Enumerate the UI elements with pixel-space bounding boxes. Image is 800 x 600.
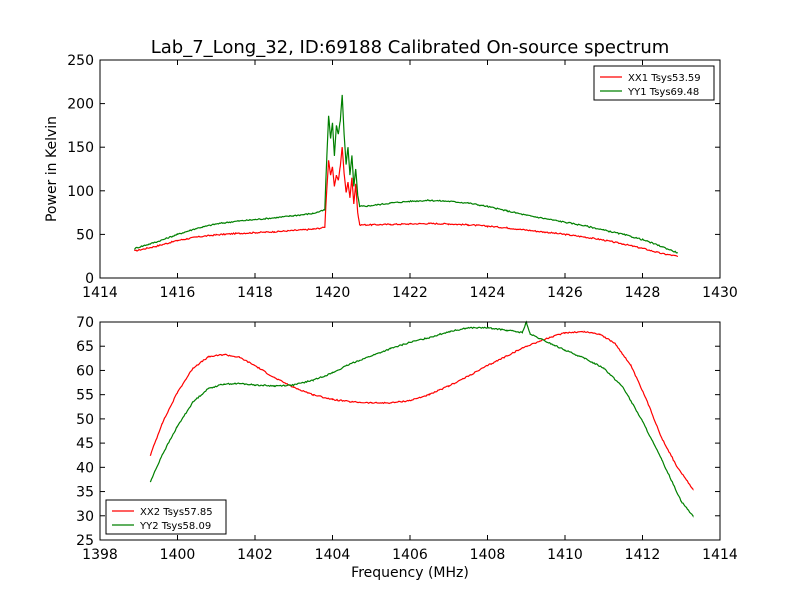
x-tick-label: 1402 [237, 547, 273, 563]
legend-label: YY2 Tsys58.09 [139, 521, 211, 532]
x-tick-label: 1430 [702, 285, 738, 301]
series-line-0-1 [134, 94, 679, 254]
x-tick-label: 1412 [625, 547, 661, 563]
series-line-1-1 [149, 320, 694, 518]
x-tick-label: 1416 [160, 285, 196, 301]
series-line-1-0 [149, 330, 694, 491]
series-line-0-0 [134, 147, 679, 258]
x-tick-label: 1414 [82, 285, 118, 301]
x-tick-label: 1400 [160, 547, 196, 563]
legend-label: YY1 Tsys69.48 [627, 87, 699, 98]
x-tick-label: 1414 [702, 547, 738, 563]
y-tick-label: 250 [67, 53, 94, 69]
y-tick-label: 30 [76, 509, 94, 525]
x-tick-label: 1424 [470, 285, 506, 301]
top-axes: 1414 1416 1418 1420 1422 1424 1426 1428 1430 0 50 1… [44, 53, 738, 301]
y-tick-label: 60 [76, 363, 94, 379]
y-tick-label: 0 [85, 271, 94, 287]
x-tick-label: 1410 [547, 547, 583, 563]
y-tick-label: 100 [67, 184, 94, 200]
x-tick-label: 1420 [315, 285, 351, 301]
x-axis-label: Frequency (MHz) [351, 565, 469, 581]
y-tick-label: 25 [76, 533, 94, 549]
y-tick-label: 40 [76, 460, 94, 476]
legend-box [105, 499, 227, 535]
y-tick-label: 35 [76, 485, 94, 501]
chart-title: Lab_7_Long_32, ID:69188 Calibrated On-so… [151, 37, 670, 58]
x-tick-label: 1418 [237, 285, 273, 301]
x-tick-label: 1422 [392, 285, 428, 301]
legend-box [593, 65, 715, 101]
x-tick-label: 1398 [82, 547, 118, 563]
y-tick-label: 55 [76, 388, 94, 404]
x-tick-label: 1408 [470, 547, 506, 563]
x-tick-label: 1404 [315, 547, 351, 563]
y-tick-label: 70 [76, 315, 94, 331]
x-tick-label: 1406 [392, 547, 428, 563]
x-tick-label: 1428 [625, 285, 661, 301]
bottom-axes: 1398 1400 1402 1404 1406 1408 1410 1412 1414 25 30… [76, 315, 738, 581]
y-tick-label: 150 [67, 140, 94, 156]
legend-label: XX2 Tsys57.85 [140, 507, 213, 518]
y-tick-label: 50 [76, 227, 94, 243]
y-tick-label: 65 [76, 339, 94, 355]
legend: XX1 Tsys53.59 YY1 Tsys69.48 [593, 65, 715, 101]
legend-label: XX1 Tsys53.59 [628, 73, 701, 84]
legend: XX2 Tsys57.85 YY2 Tsys58.09 [105, 499, 227, 535]
y-tick-label: 50 [76, 412, 94, 428]
y-axis-label: Power in Kelvin [44, 116, 60, 222]
x-tick-label: 1426 [547, 285, 583, 301]
y-tick-label: 200 [67, 97, 94, 113]
y-tick-label: 45 [76, 436, 94, 452]
